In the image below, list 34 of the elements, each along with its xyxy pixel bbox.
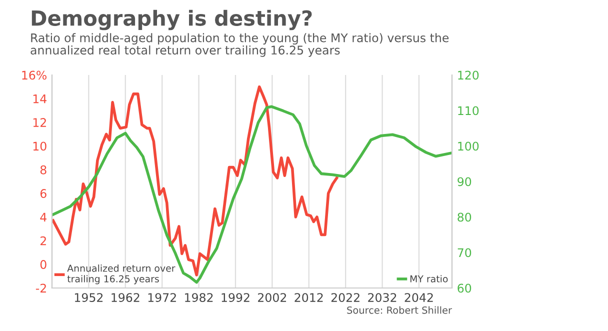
y2-tick-label: 90 bbox=[458, 177, 472, 186]
chart-subtitle: Ratio of middle-aged population to the young (the MY ratio) versus the annualized real total return over trailing 16.25 years bbox=[30, 33, 449, 57]
y2-tick-label: 100 bbox=[458, 142, 479, 151]
x-tick-label: 2002 bbox=[258, 293, 286, 302]
y-tick-label: 4 bbox=[40, 212, 46, 222]
y-tick-label: 10 bbox=[33, 142, 46, 151]
legend-label: Annualized return over trailing 16.25 years bbox=[67, 264, 176, 284]
y-tick-label: 6 bbox=[40, 189, 46, 198]
line-series bbox=[52, 85, 338, 276]
source-note: Source: Robert Shiller bbox=[347, 306, 452, 314]
y-tick-label: -2 bbox=[36, 284, 46, 292]
y2-tick-label: 70 bbox=[458, 248, 472, 258]
y2-tick-label: 120 bbox=[458, 70, 479, 80]
y2-tick-label: 60 bbox=[458, 284, 472, 293]
y-tick-label: 12 bbox=[33, 118, 46, 127]
x-tick-label: 1972 bbox=[148, 293, 176, 302]
x-tick-label: 1952 bbox=[74, 293, 103, 302]
y-tick-label: 0 bbox=[40, 260, 46, 269]
x-tick-label: 2022 bbox=[331, 293, 360, 302]
y-tick-label: 8 bbox=[40, 165, 46, 174]
y-tick-label: 2 bbox=[40, 236, 46, 246]
x-tick-label: 2032 bbox=[368, 293, 396, 302]
x-tick-label: 2042 bbox=[404, 293, 433, 302]
y2-tick-label: 80 bbox=[458, 212, 472, 222]
x-tick-label: 1962 bbox=[112, 293, 140, 302]
x-tick-label: 2012 bbox=[294, 293, 323, 302]
y-tick-label: 14 bbox=[33, 94, 46, 104]
line-series bbox=[52, 105, 452, 284]
x-tick-label: 1992 bbox=[222, 293, 250, 302]
x-tick-label: 1982 bbox=[185, 293, 213, 302]
legend-label: MY ratio bbox=[410, 275, 448, 282]
y2-tick-label: 110 bbox=[458, 106, 479, 116]
y-tick-label: 16% bbox=[22, 70, 46, 80]
chart-title: Demography is destiny? bbox=[32, 10, 312, 30]
